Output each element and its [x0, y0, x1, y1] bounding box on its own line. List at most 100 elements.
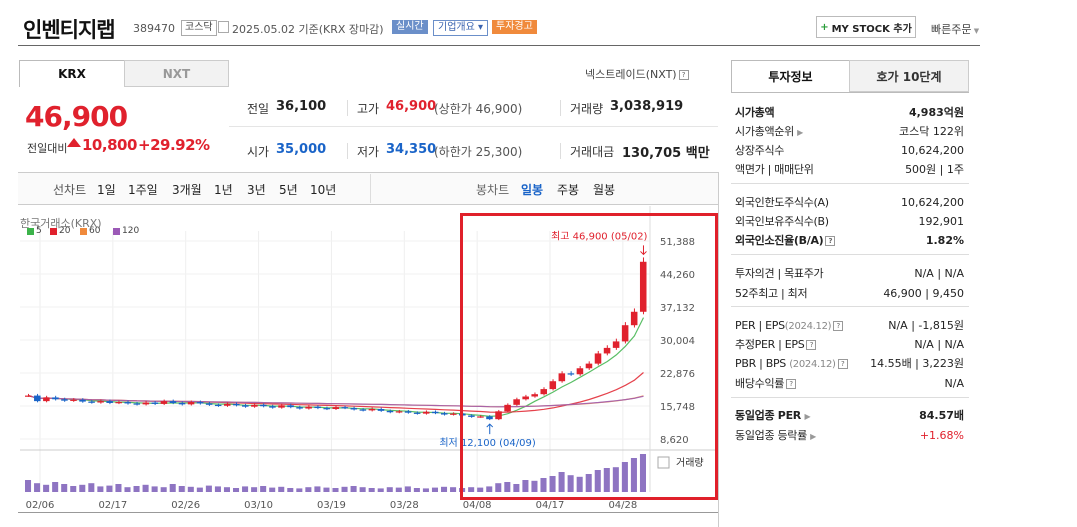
- help-icon[interactable]: ?: [825, 236, 836, 246]
- candle-body: [133, 403, 141, 405]
- volume-bar: [612, 467, 619, 492]
- industry-per-value: 84.57배: [919, 409, 964, 422]
- period-weekly[interactable]: 주봉: [557, 183, 580, 197]
- volume-bar: [477, 487, 484, 492]
- row-cap-rank[interactable]: 시가총액순위 ▶ 코스닥 122위: [735, 123, 964, 139]
- period-monthly[interactable]: 월봉: [593, 183, 616, 197]
- ma120-line: [28, 395, 644, 408]
- help-icon[interactable]: ?: [678, 70, 689, 80]
- nxt-link[interactable]: 넥스트레이드(NXT)?: [585, 66, 689, 82]
- legend-ma120: 120: [113, 226, 139, 236]
- candle-body: [269, 406, 276, 408]
- tab-krx[interactable]: KRX: [19, 60, 125, 87]
- period-daily[interactable]: 일봉: [521, 183, 544, 197]
- row-foreign-ratio: 외국인소진율(B/A)? 1.82%: [735, 232, 964, 248]
- quick-order-dropdown[interactable]: 빠른주문 ▼: [931, 21, 979, 37]
- amount-label: 거래대금: [570, 145, 615, 159]
- low-value: 34,350: [386, 142, 437, 157]
- tab-nxt[interactable]: NXT: [124, 60, 229, 87]
- change-label: 전일대비: [27, 142, 68, 155]
- volume-bar: [115, 484, 122, 492]
- divider: [347, 100, 348, 116]
- candle-body: [88, 401, 95, 403]
- volume-bar: [205, 485, 212, 492]
- foreign-limit-value: 10,624,200: [901, 195, 964, 209]
- help-icon[interactable]: ?: [833, 320, 844, 331]
- chevron-right-icon: ▶: [797, 128, 803, 137]
- volume-bar: [359, 487, 366, 492]
- y-tick-label: 30,004: [660, 336, 695, 347]
- volume-bar: [630, 458, 637, 492]
- opinion-label: 투자의견 | 목표주가: [735, 267, 824, 280]
- row-foreign-limit: 외국인한도주식수(A) 10,624,200: [735, 194, 964, 210]
- row-industry-rate[interactable]: 동일업종 등락률 ▶ +1.68%: [735, 427, 964, 443]
- candle-body: [549, 381, 557, 390]
- volume-bar: [88, 483, 95, 492]
- help-icon[interactable]: ?: [786, 379, 797, 389]
- volume-bar: [549, 476, 556, 492]
- candle-body: [441, 413, 448, 415]
- nxt-link-label: 넥스트레이드(NXT): [585, 68, 677, 81]
- open-label: 시가: [247, 145, 270, 159]
- cap-rank-value: 코스닥 122위: [899, 125, 964, 138]
- period-10y[interactable]: 10년: [310, 183, 337, 197]
- price-chart[interactable]: 02/06 02/17 02/26 03/10 03/19 03/28 04/08 04/17…: [18, 206, 718, 512]
- candle-body: [522, 396, 529, 400]
- candle-body: [151, 402, 159, 404]
- volume-bar: [214, 486, 221, 492]
- ma20-swatch: [50, 227, 57, 235]
- tab-orderbook[interactable]: 호가 10단계: [849, 60, 969, 92]
- period-1y[interactable]: 1년: [214, 183, 233, 197]
- candle-body: [341, 407, 349, 409]
- row-dividend: 배당수익률? N/A: [735, 375, 964, 391]
- volume-bar: [513, 484, 520, 492]
- period-1d[interactable]: 1일: [97, 183, 116, 197]
- candle-body: [97, 401, 104, 403]
- candle-body: [639, 261, 647, 312]
- calendar-icon: [218, 21, 229, 33]
- volume-bar: [187, 486, 194, 492]
- volume-bar: [504, 482, 511, 492]
- candle-body: [34, 395, 41, 402]
- tab-invest-info[interactable]: 투자정보: [731, 60, 850, 92]
- investment-warning-badge[interactable]: 투자경고: [492, 20, 537, 34]
- up-arrow-icon: [67, 138, 81, 147]
- realtime-button[interactable]: 실시간: [392, 20, 428, 34]
- x-tick-label: 04/17: [536, 500, 565, 511]
- ma120-swatch: [113, 227, 120, 235]
- volume-bar: [160, 487, 167, 492]
- candle-body: [540, 389, 548, 395]
- row-par: 액면가 | 매매단위 500원 | 1주: [735, 161, 964, 177]
- upper-limit: (상한가 46,900): [434, 102, 523, 116]
- candle-body: [350, 408, 358, 410]
- volume-bar: [422, 488, 429, 492]
- volume-bar: [431, 487, 438, 492]
- volume-bar: [495, 483, 502, 492]
- company-overview-dropdown[interactable]: 기업개요 ▾: [433, 20, 488, 36]
- divider: [731, 254, 969, 255]
- divider: [731, 306, 969, 307]
- est-per-label: 추정PER | EPS?: [735, 336, 817, 352]
- volume-bar: [404, 486, 411, 492]
- candle-body: [115, 402, 122, 404]
- volume-bar: [106, 485, 113, 492]
- help-icon[interactable]: ?: [806, 340, 817, 350]
- period-1w[interactable]: 1주일: [128, 183, 158, 197]
- volume-value: 3,038,919: [610, 99, 684, 114]
- y-tick-label: 15,748: [660, 402, 695, 413]
- chart-axis-line: [18, 512, 718, 513]
- period-3y[interactable]: 3년: [247, 183, 266, 197]
- help-icon[interactable]: ?: [837, 358, 848, 369]
- pbr-period: (2024.12): [789, 358, 836, 370]
- row-industry-per[interactable]: 동일업종 PER ▶ 84.57배: [735, 407, 964, 423]
- period-3m[interactable]: 3개월: [172, 183, 202, 197]
- legend-ma5: 5: [27, 226, 42, 236]
- volume-bar: [61, 484, 68, 492]
- x-tick-label: 04/08: [463, 500, 492, 511]
- chevron-right-icon: ▶: [804, 412, 811, 421]
- candle-body: [567, 373, 575, 375]
- low-arrow-icon: [486, 423, 494, 435]
- pbr-label: PBR | BPS (2024.12)?: [735, 357, 848, 370]
- add-mystock-button[interactable]: + MY STOCK 추가: [816, 16, 916, 38]
- period-5y[interactable]: 5년: [279, 183, 298, 197]
